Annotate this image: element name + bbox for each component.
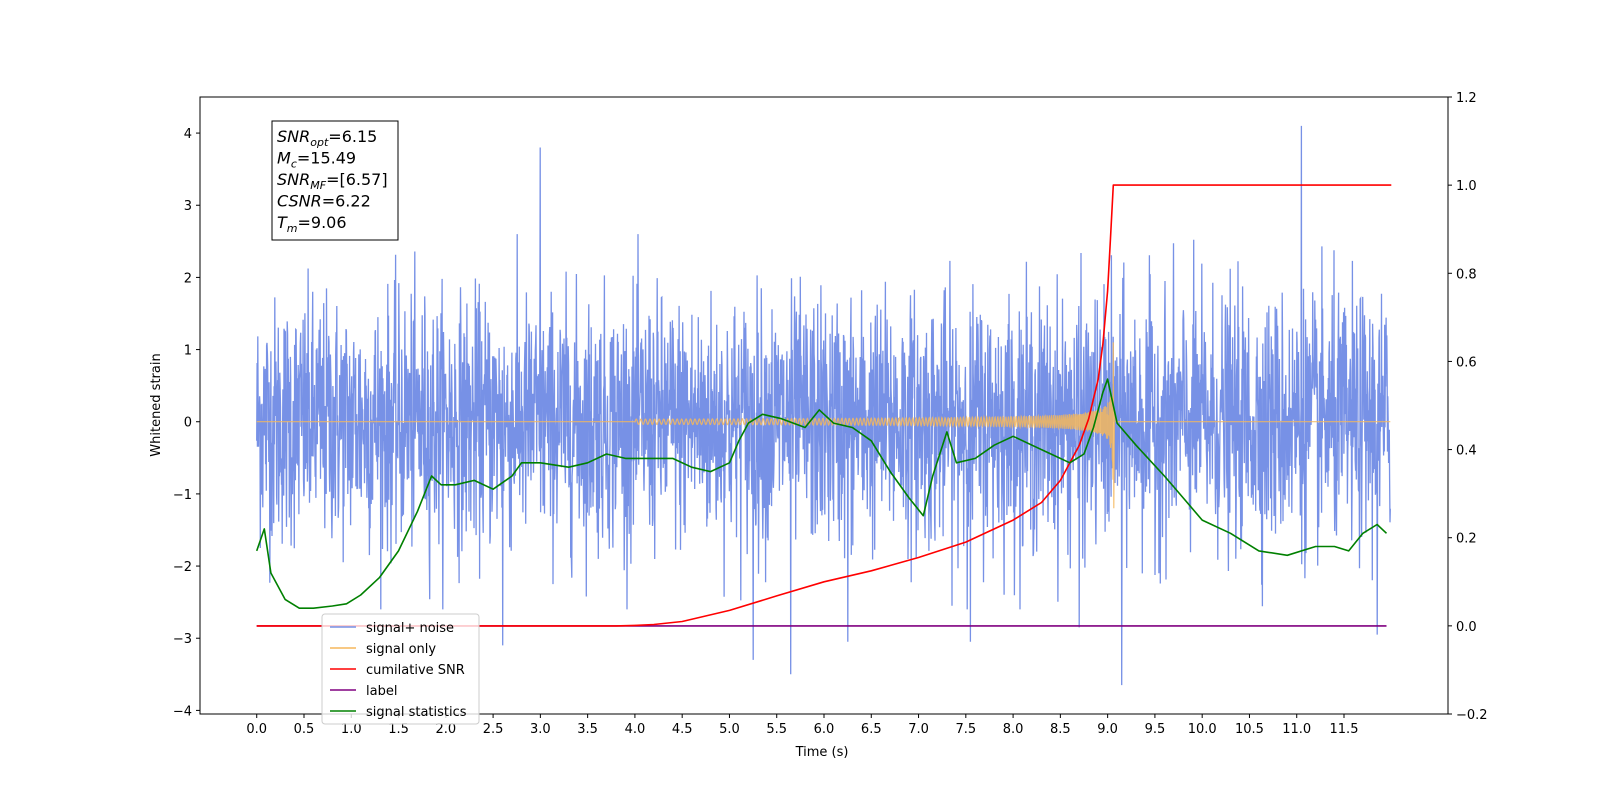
x-tick-label: 8.5 xyxy=(1050,722,1071,737)
x-tick-label: 3.5 xyxy=(577,722,598,737)
x-tick-label: 1.5 xyxy=(388,722,409,737)
x-tick-label: 4.0 xyxy=(625,722,646,737)
stats-entry-name: SNR xyxy=(277,127,310,146)
x-tick-label: 7.0 xyxy=(908,722,929,737)
stats-entry-value: =6.15 xyxy=(328,127,377,146)
y2-tick-label: 0.2 xyxy=(1456,532,1477,547)
y-tick-label: 0 xyxy=(184,416,192,431)
stats-entry: Tm=9.06 xyxy=(277,213,347,235)
x-tick-label: 2.5 xyxy=(483,722,504,737)
stats-entry-name: M xyxy=(277,149,291,168)
y-tick-label: 2 xyxy=(184,271,192,286)
x-tick-label: 6.0 xyxy=(814,722,835,737)
y-tick-label: −3 xyxy=(173,632,192,647)
y2-tick-label: −0.2 xyxy=(1456,708,1488,723)
x-tick-label: 2.0 xyxy=(435,722,456,737)
series-line-signal-only xyxy=(256,342,1391,509)
y2-tick-label: 0.0 xyxy=(1456,620,1477,635)
x-tick-label: 1.0 xyxy=(341,722,362,737)
stats-box: SNRopt=6.15Mc=15.49SNRMF=[6.57]CSNR=6.22… xyxy=(271,120,399,241)
x-tick-label: 9.5 xyxy=(1145,722,1166,737)
x-tick-label: 8.0 xyxy=(1003,722,1024,737)
x-tick-label: 3.0 xyxy=(530,722,551,737)
stats-entry-subscript: c xyxy=(291,158,297,171)
x-tick-label: 6.5 xyxy=(861,722,882,737)
x-tick-label: 10.0 xyxy=(1188,722,1217,737)
legend-label: signal+ noise xyxy=(366,621,454,636)
stats-entry-name: T xyxy=(277,213,288,232)
stats-box-frame xyxy=(271,120,399,241)
x-tick-label: 5.5 xyxy=(766,722,787,737)
stats-entry: SNRMF=[6.57] xyxy=(277,170,388,192)
x-tick-label: 11.0 xyxy=(1282,722,1311,737)
y-tick-label: −4 xyxy=(173,704,192,719)
y-tick-label: −1 xyxy=(173,488,192,503)
y2-tick-label: 0.4 xyxy=(1456,444,1477,459)
stats-entry: Mc=15.49 xyxy=(277,149,356,171)
x-tick-label: 11.5 xyxy=(1330,722,1359,737)
x-tick-label: 0.5 xyxy=(294,722,315,737)
stats-entry-value: =15.49 xyxy=(297,149,356,168)
x-tick-label: 5.0 xyxy=(719,722,740,737)
legend-label: signal only xyxy=(366,642,436,657)
legend-frame xyxy=(321,613,480,725)
y2-tick-label: 0.8 xyxy=(1456,267,1477,282)
stats-entry-name: SNR xyxy=(277,170,310,189)
stats-entry-name: CSNR xyxy=(277,192,322,211)
x-axis: 0.0 0.5 1.0 1.5 2.0 2.5 3.0 3.5 4.0 4.5 5.0 5.5 6.0 6… xyxy=(246,714,1358,737)
x-tick-label: 9.0 xyxy=(1097,722,1118,737)
y-tick-label: −2 xyxy=(173,560,192,575)
x-tick-label: 10.5 xyxy=(1235,722,1264,737)
stats-entry-subscript: MF xyxy=(310,179,326,192)
stats-entry-value: =9.06 xyxy=(298,213,347,232)
y-axis-left: −4 −3 −2 −1 0 1 2 3 4 xyxy=(173,127,200,719)
stats-entry: CSNR=6.22 xyxy=(277,192,371,211)
x-tick-label: 7.5 xyxy=(955,722,976,737)
series-line-signal-statistics xyxy=(255,378,1388,609)
y-tick-label: 1 xyxy=(184,344,192,359)
legend-label: cumilative SNR xyxy=(366,663,465,678)
legend-label: label xyxy=(366,684,397,699)
y2-tick-label: 1.0 xyxy=(1456,179,1477,194)
stats-entry-subscript: m xyxy=(287,222,298,235)
stats-entry-value: =[6.57] xyxy=(326,170,388,189)
signal-only-layer xyxy=(256,342,1391,509)
x-axis-label: Time (s) xyxy=(795,745,849,760)
x-tick-label: 0.0 xyxy=(246,722,267,737)
y2-tick-label: 1.2 xyxy=(1456,91,1477,106)
stats-entry-value: =6.22 xyxy=(322,192,371,211)
legend-label: signal statistics xyxy=(366,705,467,720)
y-axis-label: Whitened strain xyxy=(149,353,164,456)
series-line-signal-plus-noise xyxy=(256,125,1391,686)
y-axis-right: −0.2 0.0 0.2 0.4 0.6 0.8 1.0 1.2 xyxy=(1448,91,1488,723)
stats-entry-subscript: opt xyxy=(310,136,329,149)
x-tick-label: 4.5 xyxy=(672,722,693,737)
stats-entry: SNRopt=6.15 xyxy=(277,127,377,149)
signal-plus-noise-layer xyxy=(256,125,1391,686)
y2-tick-label: 0.6 xyxy=(1456,355,1477,370)
legend: signal+ noise signal only cumilative SNR la… xyxy=(321,613,480,725)
series-line-cumulative-snr xyxy=(256,184,1392,627)
y-tick-label: 3 xyxy=(184,199,192,214)
y-tick-label: 4 xyxy=(184,127,192,142)
